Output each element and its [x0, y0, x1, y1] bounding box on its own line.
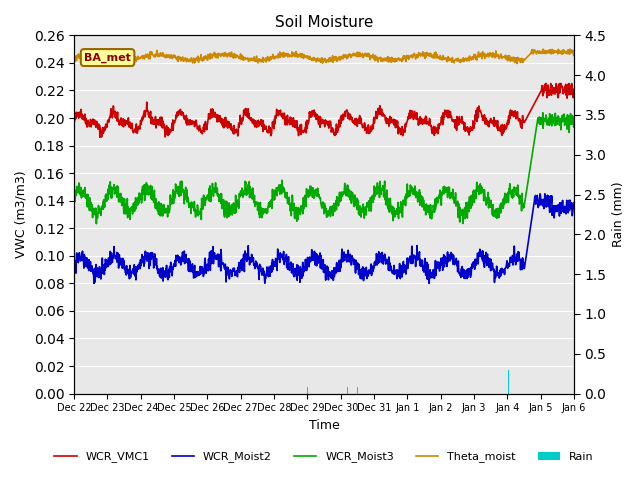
- WCR_Moist2: [570, 200, 578, 205]
- WCR_VMC1: [170, 121, 177, 127]
- WCR_Moist3: [570, 120, 578, 126]
- Theta_moist: [402, 56, 410, 61]
- Line: WCR_VMC1: WCR_VMC1: [74, 84, 574, 137]
- Theta_moist: [122, 61, 129, 67]
- WCR_VMC1: [70, 118, 78, 124]
- WCR_Moist2: [511, 258, 519, 264]
- Theta_moist: [540, 46, 547, 52]
- WCR_VMC1: [570, 88, 578, 94]
- X-axis label: Time: Time: [308, 419, 339, 432]
- Y-axis label: VWC (m3/m3): VWC (m3/m3): [15, 171, 28, 258]
- WCR_Moist3: [182, 184, 189, 190]
- Text: BA_met: BA_met: [84, 52, 131, 63]
- Theta_moist: [570, 49, 578, 55]
- WCR_Moist3: [237, 192, 245, 198]
- WCR_Moist3: [467, 205, 475, 211]
- Line: WCR_Moist3: WCR_Moist3: [74, 113, 574, 224]
- WCR_Moist2: [170, 263, 177, 268]
- WCR_VMC1: [237, 121, 245, 127]
- WCR_Moist3: [402, 203, 410, 209]
- Theta_moist: [182, 56, 189, 61]
- WCR_Moist2: [182, 260, 189, 265]
- WCR_Moist3: [70, 201, 78, 206]
- WCR_VMC1: [467, 128, 475, 133]
- Theta_moist: [467, 55, 475, 60]
- WCR_Moist2: [90, 280, 98, 286]
- WCR_Moist2: [536, 191, 544, 197]
- WCR_VMC1: [96, 134, 104, 140]
- WCR_Moist2: [70, 263, 78, 269]
- WCR_Moist2: [402, 264, 410, 269]
- Theta_moist: [237, 55, 245, 60]
- WCR_Moist2: [467, 264, 475, 270]
- Y-axis label: Rain (mm): Rain (mm): [612, 181, 625, 247]
- Theta_moist: [511, 60, 519, 66]
- WCR_VMC1: [541, 81, 549, 86]
- WCR_Moist3: [539, 110, 547, 116]
- Line: WCR_Moist2: WCR_Moist2: [74, 194, 574, 283]
- WCR_Moist3: [93, 221, 100, 227]
- WCR_Moist3: [511, 189, 519, 194]
- Legend: WCR_VMC1, WCR_Moist2, WCR_Moist3, Theta_moist, Rain: WCR_VMC1, WCR_Moist2, WCR_Moist3, Theta_…: [50, 447, 598, 467]
- Theta_moist: [70, 54, 78, 60]
- WCR_VMC1: [182, 116, 189, 121]
- WCR_VMC1: [511, 108, 519, 114]
- WCR_Moist3: [170, 201, 177, 206]
- WCR_Moist2: [237, 261, 245, 266]
- WCR_VMC1: [402, 124, 410, 130]
- Theta_moist: [170, 52, 177, 58]
- Title: Soil Moisture: Soil Moisture: [275, 15, 373, 30]
- Line: Theta_moist: Theta_moist: [74, 49, 574, 64]
